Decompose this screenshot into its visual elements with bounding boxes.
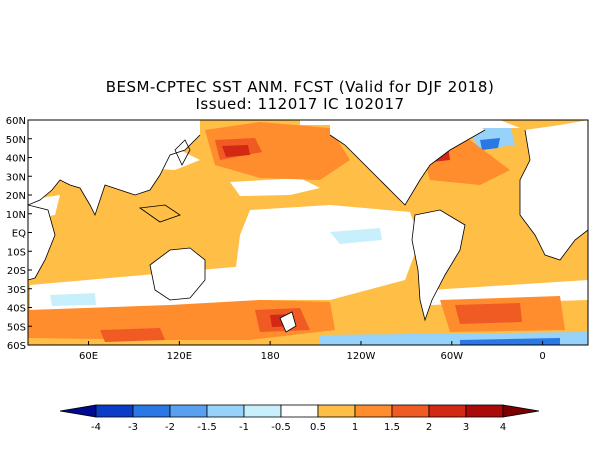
colorbar-swatch [132, 404, 171, 418]
west-africa-europe-coast [519, 129, 588, 261]
latitude-axis: 60N 50N 40N 30N 20N 10N EQ 10S 20S 30S 40S 50S 60S [6, 116, 32, 352]
lon-tick-label: 0 [539, 351, 545, 362]
colorbar-label: -3 [128, 422, 138, 433]
lat-tick-label: 40N [6, 154, 26, 165]
lat-tick-label: 50N [6, 135, 26, 146]
lat-tick-label: 20N [6, 191, 26, 202]
colorbar-upper-extend [502, 404, 540, 418]
map-title: BESM-CPTEC SST ANM. FCST (Valid for DJF … [105, 78, 495, 96]
new-zealand-coast [279, 311, 297, 333]
longitude-axis: 60E 120E 180 120W 60W 0 [79, 341, 546, 362]
colorbar-swatch [206, 404, 245, 418]
colorbar-swatch [465, 404, 504, 418]
anomaly-field [28, 120, 588, 345]
colorbar-label: -4 [91, 422, 101, 433]
equatorial-pacific-cool [330, 228, 382, 244]
colorbar-label: 1 [352, 422, 358, 433]
lat-tick-label: EQ [12, 229, 26, 240]
colorbar-label: -1.5 [197, 422, 217, 433]
lat-tick-label: 60S [7, 341, 26, 352]
colorbar-legend: -4 -3 -2 -1.5 -1 -0.5 0.5 1 1.5 2 3 4 [59, 404, 540, 433]
south-atlantic-warm-core [455, 303, 522, 324]
australia-land [150, 248, 205, 300]
colorbar-swatch [317, 404, 356, 418]
africa-land [28, 205, 55, 280]
colorbar-swatch [280, 404, 319, 418]
colorbar-label: -1 [239, 422, 249, 433]
colorbar-label: 3 [463, 422, 469, 433]
lat-tick-label: 50S [7, 322, 26, 333]
lat-tick-label: 10N [6, 210, 26, 221]
coastlines [28, 129, 588, 333]
colorbar-swatch [391, 404, 430, 418]
lon-tick-label: 120W [346, 351, 375, 362]
south-indian-warm [100, 328, 165, 342]
eurasia-land [28, 120, 200, 215]
colorbar-label: -0.5 [271, 422, 291, 433]
lat-tick-label: 10S [7, 247, 26, 258]
lat-tick-label: 30N [6, 172, 26, 183]
colorbar-swatch [95, 404, 134, 418]
labrador-sea-cold-core [480, 138, 500, 150]
africa-europe-east-land [520, 120, 588, 260]
kuroshio-hot [222, 145, 250, 157]
north-pacific-neutral-band [230, 178, 320, 196]
japan-coast [174, 139, 191, 166]
indonesia-coast [138, 204, 181, 223]
colorbar-lower-extend [59, 404, 97, 418]
east-africa-coast [28, 204, 56, 281]
colorbar-label: 2 [426, 422, 432, 433]
north-america-coast [329, 129, 486, 206]
south-america-coast [411, 209, 466, 322]
north-america-land [330, 120, 485, 205]
arctic-edge [300, 120, 520, 128]
colorbar-swatch [354, 404, 393, 418]
lon-tick-label: 120E [167, 351, 192, 362]
colorbar-label: 0.5 [310, 422, 326, 433]
south-america-land [412, 210, 465, 320]
australia-coast [149, 247, 206, 301]
colorbar-label: -2 [165, 422, 175, 433]
lon-tick-label: 60W [440, 351, 463, 362]
colorbar-label: 4 [500, 422, 506, 433]
lat-tick-label: 60N [6, 116, 26, 127]
south-indian-cool [50, 293, 96, 306]
north-pacific-warm [205, 122, 350, 180]
lat-tick-label: 30S [7, 285, 26, 296]
lon-tick-label: 180 [261, 351, 280, 362]
lat-tick-label: 40S [7, 304, 26, 315]
southern-ocean-cold [460, 338, 560, 345]
colorbar-swatch [243, 404, 282, 418]
map-subtitle: Issued: 112017 IC 102017 [195, 95, 405, 113]
lon-tick-label: 60E [79, 351, 98, 362]
lat-tick-label: 20S [7, 266, 26, 277]
asia-coast [28, 134, 201, 217]
colorbar-swatch [428, 404, 467, 418]
colorbar-label: 1.5 [384, 422, 400, 433]
colorbar-swatch [169, 404, 208, 418]
